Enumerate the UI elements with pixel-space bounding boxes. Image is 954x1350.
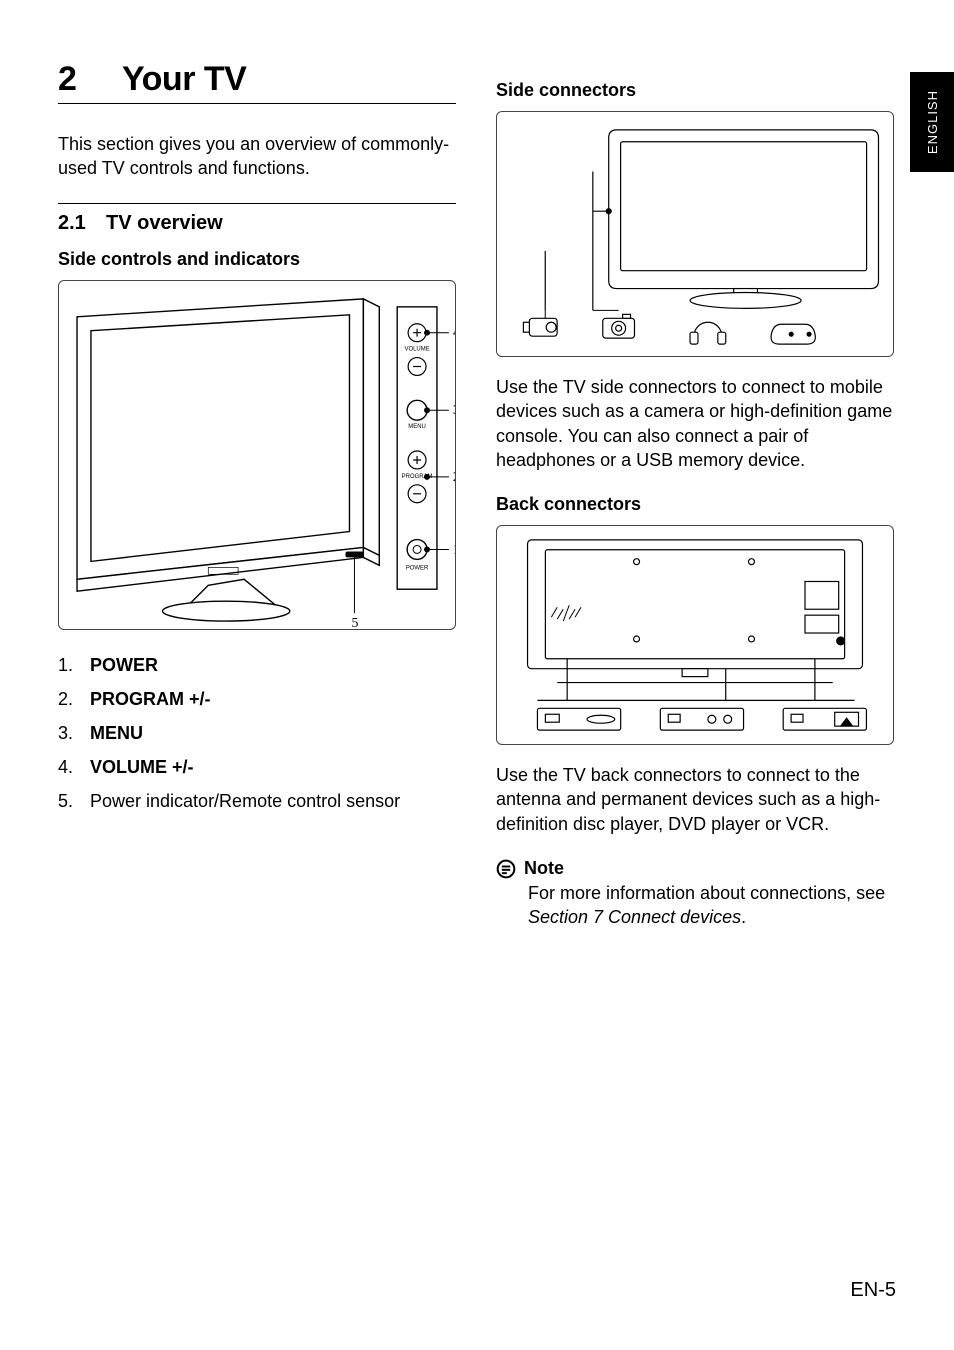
side-controls-list: POWER PROGRAM +/- MENU VOLUME +/- Power …	[58, 648, 456, 819]
note-text-pre: For more information about connections, …	[528, 883, 885, 903]
back-connectors-heading: Back connectors	[496, 494, 894, 515]
figure-back-connectors	[496, 525, 894, 745]
page: ENGLISH 2Your TV This section gives you …	[0, 0, 954, 1350]
chapter-intro: This section gives you an overview of co…	[58, 132, 456, 181]
section-rule	[58, 203, 456, 204]
note-body: For more information about connections, …	[496, 881, 894, 930]
control-label: Power indicator/Remote control sensor	[90, 791, 400, 811]
chapter-name: Your TV	[122, 60, 246, 98]
section-name: TV overview	[106, 212, 223, 234]
tv-side-connectors-diagram	[497, 112, 893, 356]
callout-2: 2	[453, 469, 455, 484]
side-connectors-heading: Side connectors	[496, 80, 894, 101]
label-menu: MENU	[408, 424, 426, 430]
section-title: 2.1TV overview	[58, 212, 456, 235]
page-number: EN-5	[850, 1279, 896, 1302]
note-icon	[496, 859, 516, 879]
control-label: MENU	[90, 723, 143, 743]
callout-1: 1	[453, 542, 455, 557]
columns-wrapper: 2Your TV This section gives you an overv…	[58, 60, 896, 930]
language-tab-label: ENGLISH	[925, 90, 940, 154]
tv-side-controls-diagram: VOLUME MENU PROGRAM POWER	[59, 281, 455, 629]
figure-side-controls: VOLUME MENU PROGRAM POWER	[58, 280, 456, 630]
side-controls-heading: Side controls and indicators	[58, 249, 456, 270]
control-label: VOLUME +/-	[90, 757, 194, 777]
figure-side-connectors	[496, 111, 894, 357]
section-number: 2.1	[58, 212, 106, 235]
control-label: POWER	[90, 655, 158, 675]
control-label: PROGRAM +/-	[90, 689, 211, 709]
right-column: Side connectors	[496, 60, 894, 930]
list-item: POWER	[58, 648, 456, 682]
left-column: 2Your TV This section gives you an overv…	[58, 60, 456, 930]
note-text-post: .	[741, 907, 746, 927]
note-title: Note	[524, 858, 564, 879]
callout-5: 5	[351, 616, 358, 629]
label-volume: VOLUME	[405, 346, 430, 352]
note-heading: Note	[496, 858, 894, 879]
side-connectors-text: Use the TV side connectors to connect to…	[496, 375, 894, 472]
callout-4: 4	[453, 325, 455, 340]
list-item: MENU	[58, 716, 456, 750]
back-connectors-text: Use the TV back connectors to connect to…	[496, 763, 894, 836]
tv-back-connectors-diagram	[497, 526, 893, 744]
list-item: PROGRAM +/-	[58, 682, 456, 716]
chapter-number: 2	[58, 60, 122, 99]
label-power: POWER	[406, 565, 429, 571]
callout-3: 3	[453, 403, 455, 418]
list-item: VOLUME +/-	[58, 750, 456, 784]
language-tab: ENGLISH	[910, 72, 954, 172]
note-text-ital: Section 7 Connect devices	[528, 907, 741, 927]
list-item: Power indicator/Remote control sensor	[58, 784, 456, 818]
chapter-title: 2Your TV	[58, 60, 456, 104]
